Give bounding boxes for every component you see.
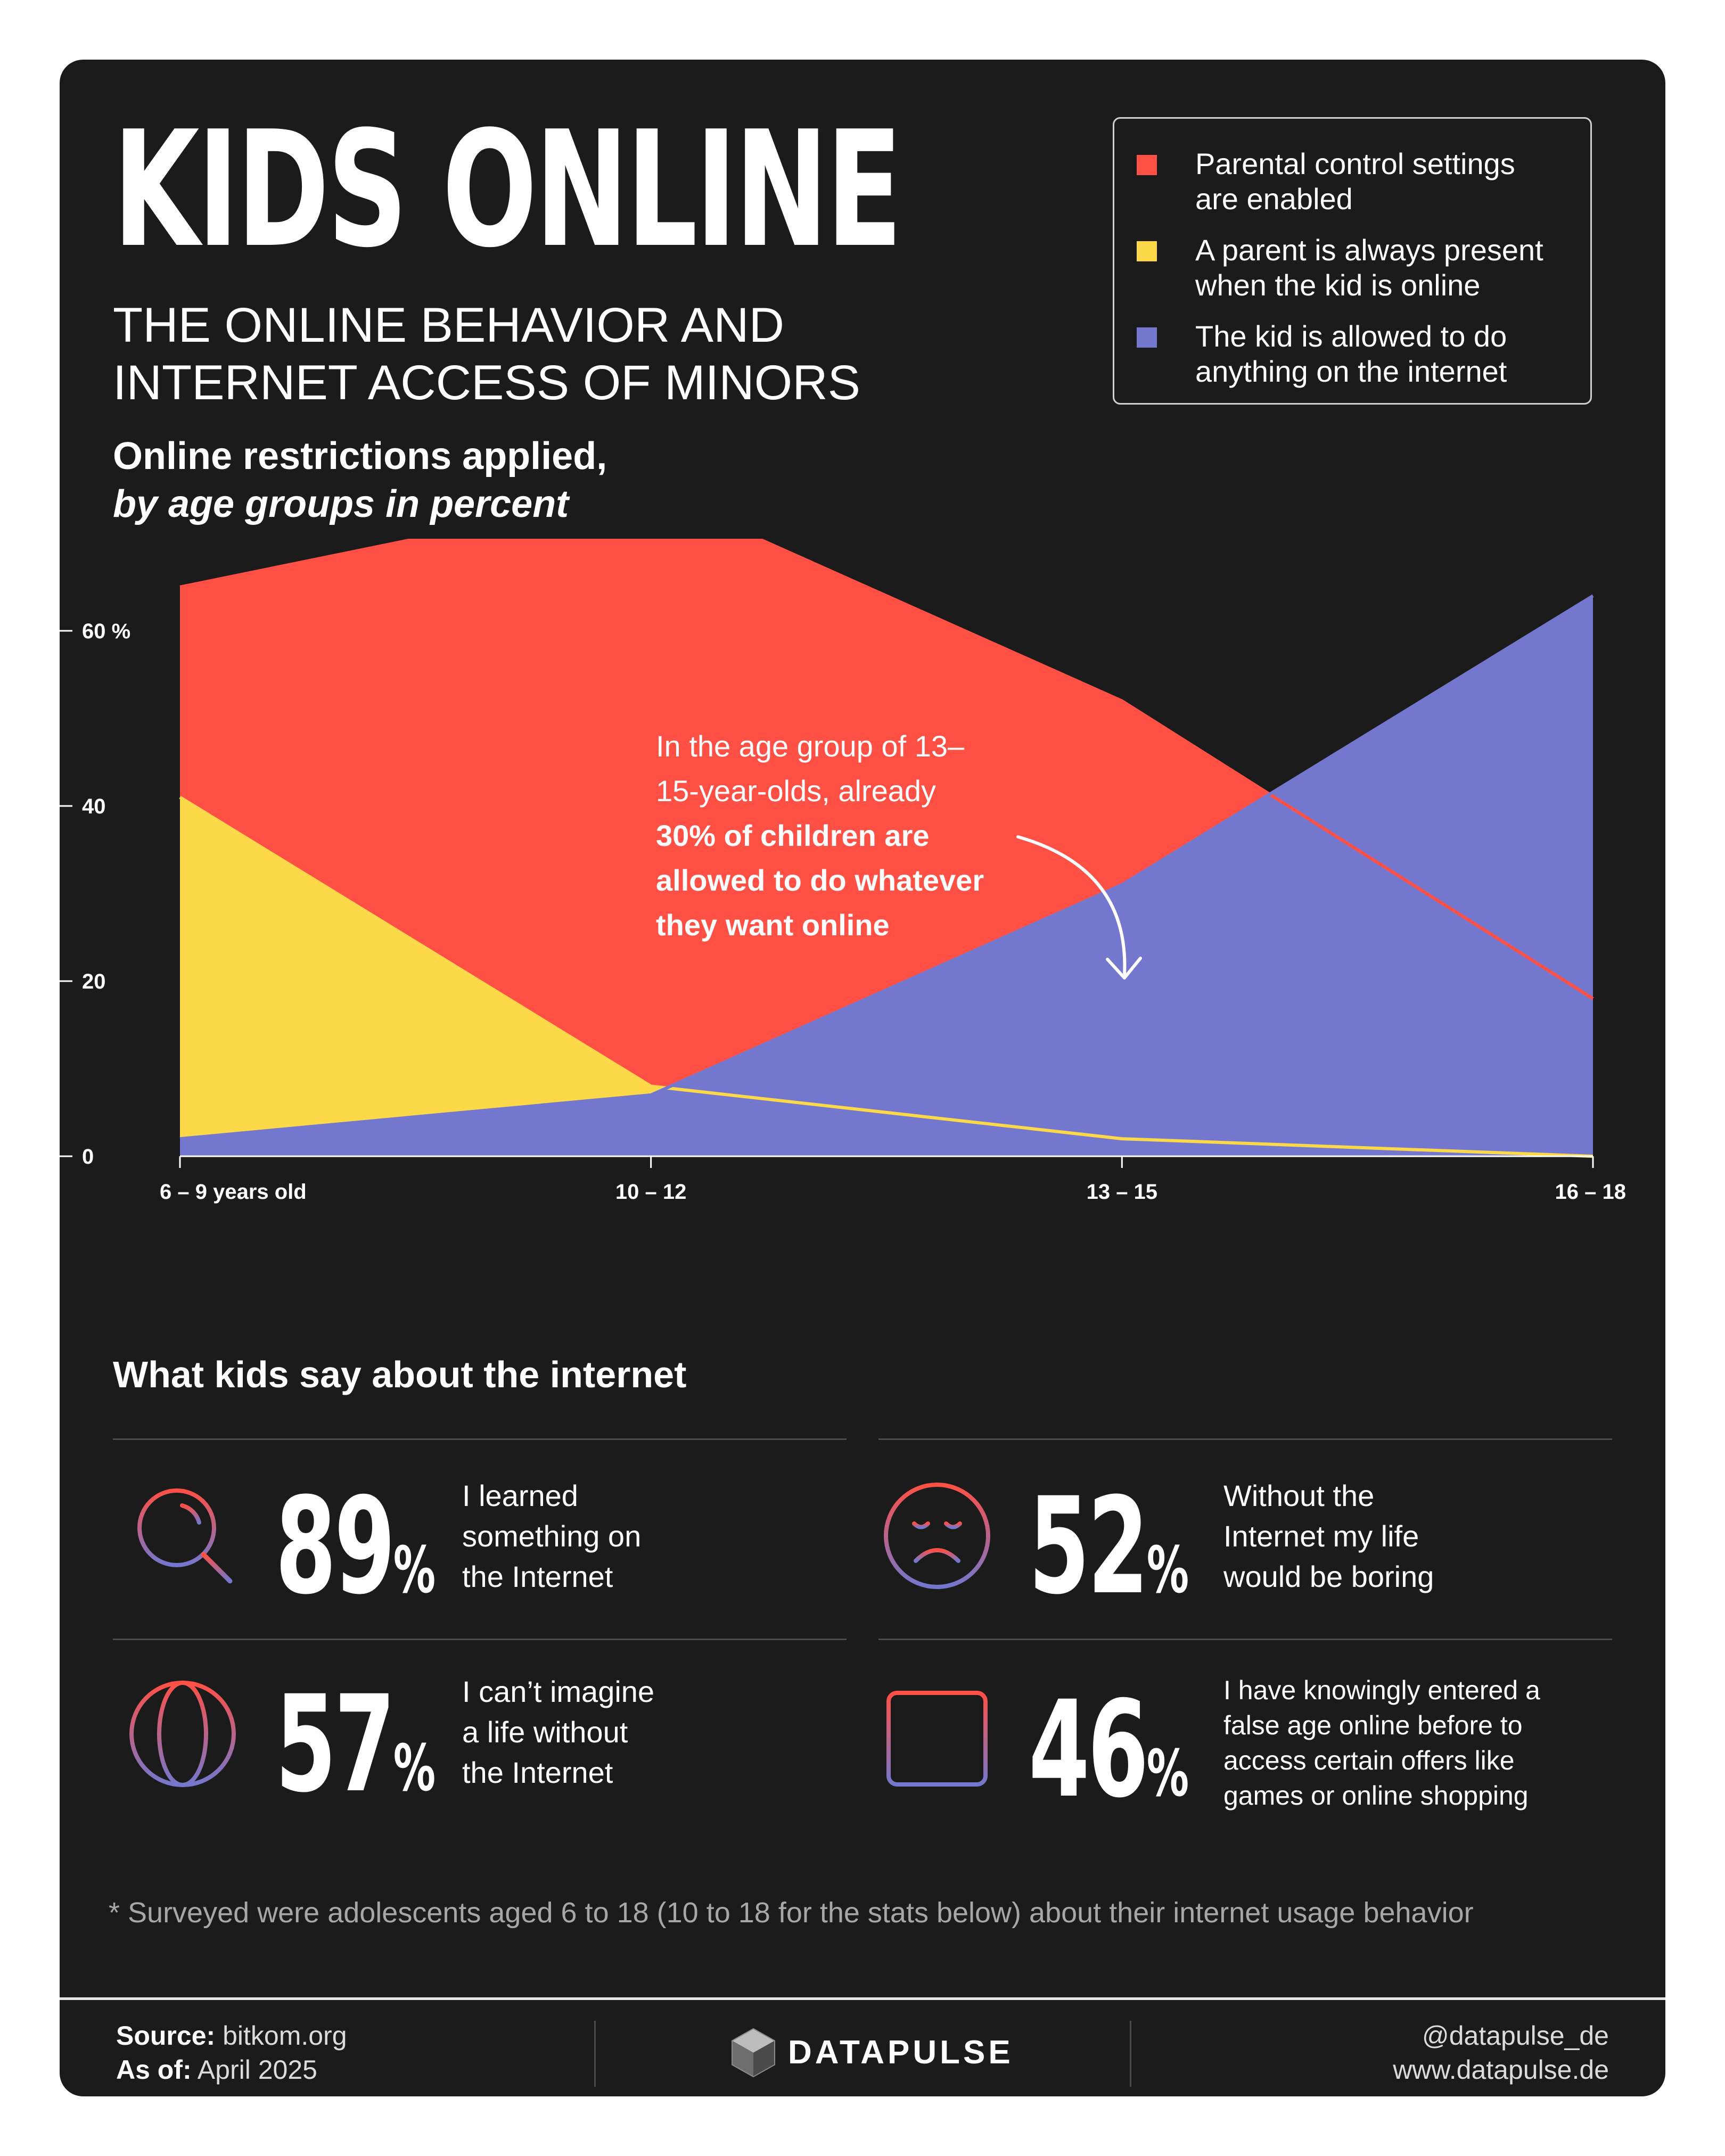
stat-text-line: would be boring bbox=[1223, 1560, 1434, 1593]
footer-socials: @datapulse_de www.datapulse.de bbox=[1393, 2019, 1609, 2087]
brand-name: DATAPULSE bbox=[788, 2034, 1014, 2071]
divider bbox=[878, 1639, 1612, 1640]
stat-text-line: the Internet bbox=[462, 1756, 613, 1789]
website-link[interactable]: www.datapulse.de bbox=[1393, 2055, 1609, 2085]
area-series-2 bbox=[180, 596, 1593, 1156]
annotation-line: In the age group of 13– bbox=[656, 729, 965, 763]
area-chart: 0 20 40 60 % 6 – 9 years old 10 – 12 13 – 15 16… bbox=[60, 539, 1626, 1204]
legend-label-line: are enabled bbox=[1195, 182, 1353, 216]
asof-line: As of: April 2025 bbox=[116, 2055, 317, 2085]
chart-title-sub: by age groups in percent bbox=[113, 483, 569, 525]
infographic-card: KIDS ONLINE THE ONLINE BEHAVIOR AND INTE… bbox=[60, 60, 1665, 2096]
legend-label: A parent is always present when the kid … bbox=[1195, 233, 1579, 303]
stat-text: I have knowingly entered a false age onl… bbox=[1223, 1673, 1540, 1813]
annotation-bold-line: they want online bbox=[656, 908, 890, 942]
stat-text-line: I can’t imagine bbox=[462, 1675, 655, 1708]
calendar-icon bbox=[886, 1681, 988, 1787]
chart-title-main: Online restrictions applied, bbox=[113, 435, 607, 478]
legend-label-line: when the kid is online bbox=[1195, 268, 1481, 302]
source-line: Source: bitkom.org bbox=[116, 2021, 347, 2051]
stat-value: 52% bbox=[1029, 1469, 1189, 1624]
stat-text-line: Without the bbox=[1223, 1479, 1375, 1512]
legend-label-line: The kid is allowed to do bbox=[1195, 319, 1507, 353]
footer-separator bbox=[1130, 2021, 1131, 2087]
x-tick-label: 13 – 15 bbox=[1087, 1180, 1157, 1204]
stat-text-line: games or online shopping bbox=[1223, 1781, 1529, 1811]
chart-axes: 0 20 40 60 % 6 – 9 years old 10 – 12 13 – 15 16… bbox=[60, 620, 1626, 1204]
subtitle-line-1: THE ONLINE BEHAVIOR AND bbox=[113, 298, 785, 352]
footnote: * Surveyed were adolescents aged 6 to 18… bbox=[109, 1897, 1474, 1929]
legend-label-line: anything on the internet bbox=[1195, 355, 1507, 388]
x-tick-label: 6 – 9 years old bbox=[160, 1180, 307, 1204]
sad-face-icon bbox=[884, 1483, 990, 1589]
annotation-bold-line: allowed to do whatever bbox=[656, 863, 984, 897]
stat-value: 89% bbox=[275, 1469, 436, 1624]
stats-section-title: What kids say about the internet bbox=[113, 1354, 687, 1395]
legend-swatch-purple bbox=[1137, 327, 1157, 348]
stat-text-line: false age online before to bbox=[1223, 1710, 1523, 1740]
page-title: KIDS ONLINE bbox=[113, 97, 902, 283]
y-tick-label: 20 bbox=[82, 970, 106, 993]
annotation-arrow bbox=[1016, 835, 1142, 980]
legend-label: Parental control settings are enabled bbox=[1195, 146, 1579, 217]
x-tick-label: 16 – 18 bbox=[1555, 1180, 1626, 1204]
footer-source: Source: bitkom.org As of: April 2025 bbox=[116, 2019, 347, 2087]
divider bbox=[113, 1639, 847, 1640]
annotation-line: 15-year-olds, already bbox=[656, 774, 937, 808]
stat-value: 57% bbox=[275, 1667, 436, 1822]
subtitle-line-2: INTERNET ACCESS OF MINORS bbox=[113, 356, 861, 410]
legend-label-line: A parent is always present bbox=[1195, 233, 1543, 267]
social-handle[interactable]: @datapulse_de bbox=[1422, 2021, 1609, 2051]
stat-text-line: I learned bbox=[462, 1479, 578, 1512]
brand-cube-icon bbox=[732, 2028, 775, 2078]
footer-separator bbox=[594, 2021, 596, 2087]
legend-swatch-red bbox=[1137, 155, 1157, 175]
y-tick-label: 0 bbox=[82, 1145, 94, 1168]
stat-text: I learned something on the Internet bbox=[462, 1476, 641, 1597]
annotation-arrow-head bbox=[1106, 957, 1142, 980]
chart-annotation: In the age group of 13– 15-year-olds, al… bbox=[656, 724, 1039, 948]
page-subtitle: THE ONLINE BEHAVIOR AND INTERNET ACCESS … bbox=[113, 297, 911, 412]
annotation-bold-line: 30% of children are bbox=[656, 819, 930, 852]
stat-text-line: access certain offers like bbox=[1223, 1746, 1515, 1775]
annotation-arrow-curve bbox=[1016, 835, 1127, 977]
footer-divider bbox=[60, 1997, 1665, 2000]
legend-label: The kid is allowed to do anything on the… bbox=[1195, 319, 1579, 389]
y-tick-label: 60 % bbox=[82, 620, 130, 643]
divider bbox=[878, 1438, 1612, 1440]
stat-text: I can’t imagine a life without the Inter… bbox=[462, 1672, 654, 1793]
stat-text-line: the Internet bbox=[462, 1560, 613, 1593]
stat-text: Without the Internet my life would be bo… bbox=[1223, 1476, 1434, 1597]
x-tick-label: 10 – 12 bbox=[615, 1180, 686, 1204]
chart-areas bbox=[179, 539, 1594, 1158]
brand-logo: DATAPULSE bbox=[729, 2027, 1011, 2086]
chart-title: Online restrictions applied, by age grou… bbox=[113, 432, 607, 528]
stat-value: 46% bbox=[1029, 1672, 1189, 1827]
globe-icon bbox=[129, 1681, 236, 1787]
legend-label-line: Parental control settings bbox=[1195, 147, 1515, 180]
divider bbox=[113, 1438, 847, 1440]
series-line-1 bbox=[179, 795, 1593, 1158]
chart-legend: Parental control settings are enabled A … bbox=[1113, 117, 1592, 405]
legend-swatch-yellow bbox=[1137, 241, 1157, 261]
stat-text-line: I have knowingly entered a bbox=[1223, 1675, 1540, 1705]
series-line-0 bbox=[179, 539, 1594, 1000]
y-tick-label: 40 bbox=[82, 795, 106, 818]
magnifier-icon bbox=[137, 1488, 233, 1584]
area-series-1 bbox=[180, 797, 1593, 1156]
stat-text-line: Internet my life bbox=[1223, 1519, 1419, 1553]
stat-text-line: something on bbox=[462, 1519, 642, 1553]
stat-text-line: a life without bbox=[462, 1715, 628, 1749]
series-line-2 bbox=[179, 594, 1594, 1141]
